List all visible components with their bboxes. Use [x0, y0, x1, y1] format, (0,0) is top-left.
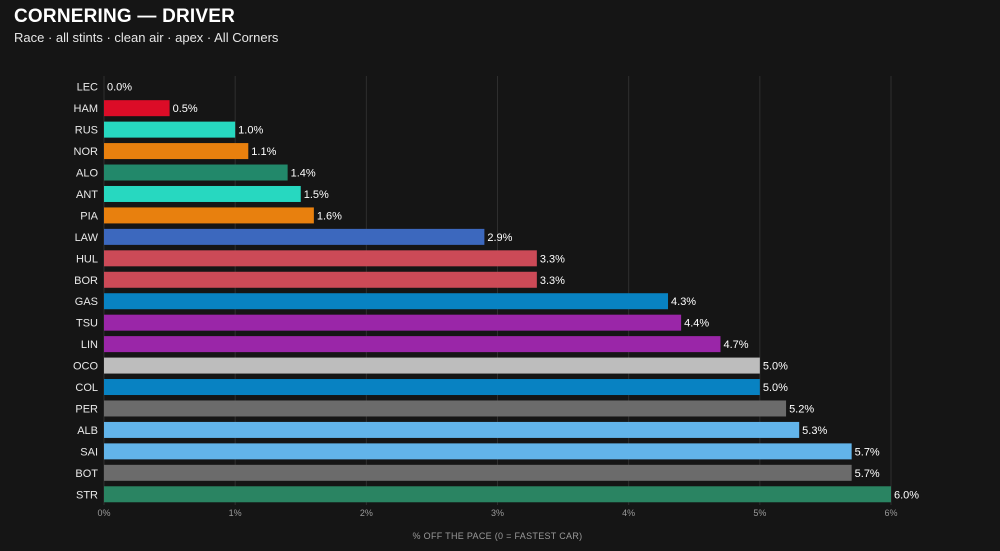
- category-label-nor: NOR: [74, 146, 99, 158]
- value-label-pia: 1.6%: [317, 210, 342, 222]
- category-label-lec: LEC: [77, 82, 98, 94]
- x-tick-label: 5%: [753, 508, 766, 518]
- x-tick-labels: 0% 1% 2% 3% 4% 5% 6%: [97, 508, 897, 518]
- x-axis-title: % OFF THE PACE (0 = FASTEST CAR): [413, 531, 583, 541]
- category-label-str: STR: [76, 489, 98, 501]
- category-label-ant: ANT: [76, 189, 98, 201]
- value-label-nor: 1.1%: [251, 146, 276, 158]
- value-label-str: 6.0%: [894, 489, 919, 501]
- value-label-lec: 0.0%: [107, 82, 132, 94]
- value-label-col: 5.0%: [763, 382, 788, 394]
- bar-bot: [104, 464, 852, 481]
- bar-law: [104, 228, 485, 245]
- value-label-hul: 3.3%: [540, 253, 565, 265]
- bar-ham: [104, 100, 170, 117]
- value-label-tsu: 4.4%: [684, 318, 709, 330]
- category-label-lin: LIN: [81, 339, 98, 351]
- x-tick-label: 6%: [884, 508, 897, 518]
- category-label-hul: HUL: [76, 253, 98, 265]
- category-label-bot: BOT: [75, 468, 98, 480]
- value-label-rus: 1.0%: [238, 125, 263, 137]
- bar-hul: [104, 250, 537, 267]
- value-label-ant: 1.5%: [304, 189, 329, 201]
- x-tick-label: 1%: [229, 508, 242, 518]
- value-label-lin: 4.7%: [723, 339, 748, 351]
- category-label-ham: HAM: [74, 103, 98, 115]
- category-label-per: PER: [75, 403, 98, 415]
- bars-group: [104, 100, 891, 503]
- x-tick-label: 4%: [622, 508, 635, 518]
- bar-lin: [104, 336, 721, 353]
- bar-pia: [104, 207, 314, 224]
- bar-per: [104, 400, 787, 417]
- bar-rus: [104, 121, 236, 138]
- bar-alb: [104, 421, 800, 438]
- bar-str: [104, 486, 891, 503]
- bar-col: [104, 379, 760, 396]
- value-label-bor: 3.3%: [540, 275, 565, 287]
- value-label-per: 5.2%: [789, 403, 814, 415]
- value-label-bot: 5.7%: [855, 468, 880, 480]
- value-labels: 0.0% 0.5% 1.0% 1.1% 1.4% 1.5% 1.6% 2.9% 3.3% 3.3%…: [107, 82, 919, 502]
- category-label-pia: PIA: [80, 210, 98, 222]
- bar-gas: [104, 293, 669, 310]
- category-label-oco: OCO: [73, 361, 99, 373]
- category-label-bor: BOR: [74, 275, 98, 287]
- category-label-law: LAW: [75, 232, 99, 244]
- category-label-rus: RUS: [75, 125, 98, 137]
- chart-subtitle: Race · all stints · clean air · apex · A…: [14, 30, 279, 45]
- category-label-sai: SAI: [80, 446, 98, 458]
- value-label-alo: 1.4%: [291, 168, 316, 180]
- category-labels: LEC HAM RUS NOR ALO ANT PIA LAW HUL BOR GAS TSU LIN O…: [73, 82, 99, 502]
- value-label-law: 2.9%: [487, 232, 512, 244]
- chart-title: CORNERING — DRIVER: [14, 6, 236, 27]
- value-label-alb: 5.3%: [802, 425, 827, 437]
- value-label-gas: 4.3%: [671, 296, 696, 308]
- category-label-gas: GAS: [75, 296, 98, 308]
- bar-nor: [104, 143, 249, 160]
- bar-oco: [104, 357, 760, 374]
- x-tick-label: 3%: [491, 508, 504, 518]
- category-label-alb: ALB: [77, 425, 98, 437]
- bar-alo: [104, 164, 288, 181]
- bar-tsu: [104, 314, 682, 331]
- bar-ant: [104, 185, 301, 202]
- value-label-sai: 5.7%: [855, 446, 880, 458]
- bar-bor: [104, 271, 537, 288]
- grid-lines: [103, 76, 892, 505]
- x-tick-label: 2%: [360, 508, 373, 518]
- value-label-oco: 5.0%: [763, 361, 788, 373]
- x-tick-label: 0%: [97, 508, 110, 518]
- value-label-ham: 0.5%: [173, 103, 198, 115]
- category-label-tsu: TSU: [76, 318, 98, 330]
- category-label-col: COL: [75, 382, 98, 394]
- bar-sai: [104, 443, 852, 460]
- category-label-alo: ALO: [76, 168, 98, 180]
